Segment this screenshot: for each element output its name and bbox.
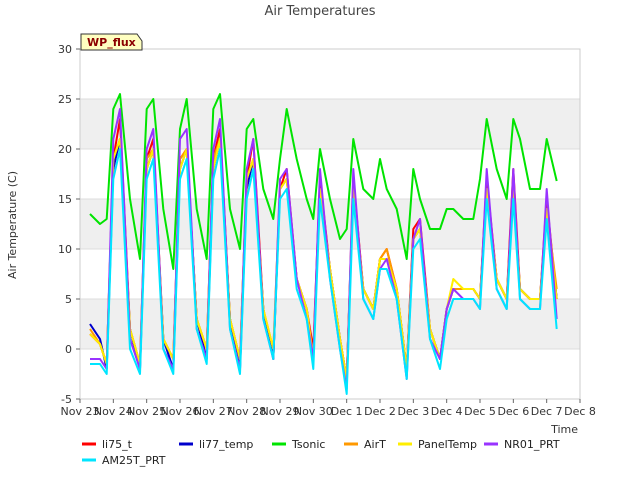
x-tick-label: Nov 25 [127,405,166,418]
plot-frame [79,48,581,400]
y-tick-label: 30 [58,43,72,56]
x-tick-label: Dec 4 [431,405,463,418]
legend-label: AirT [364,438,386,451]
x-tick-label: Dec 6 [497,405,529,418]
x-tick-label: Nov 24 [94,405,133,418]
y-tick-label: 15 [58,193,72,206]
legend-label: li77_temp [199,438,253,451]
series-line-Tsonic [89,93,558,270]
background-bands [80,99,580,349]
legend: li75_t li77_temp Tsonic AirT PanelTemp NR01_P… [82,438,560,467]
series-layer [89,93,558,395]
legend-label: Tsonic [291,438,325,451]
x-tick-label: Nov 28 [227,405,266,418]
x-tick-label: Nov 23 [61,405,100,418]
legend-label: AM25T_PRT [102,454,166,467]
x-tick-label: Nov 27 [194,405,233,418]
x-tick-label: Nov 29 [261,405,300,418]
x-tick-label: Dec 8 [564,405,596,418]
badge-label: WP_flux [87,36,136,49]
y-tick-label: 5 [65,293,72,306]
x-tick-label: Dec 5 [464,405,496,418]
series-line-AM25T_PRT [90,148,558,395]
x-axis-label: Time [550,423,578,436]
y-tick-label: -5 [61,393,72,406]
chart-title: Air Temperatures [264,4,375,19]
background-band [80,99,580,149]
y-tick-label: 0 [65,343,72,356]
y-tick-labels: -5 0 5 10 15 20 25 30 [58,43,80,406]
legend-label: li75_t [102,438,133,451]
y-axis-label: Air Temperature (C) [6,171,19,279]
y-tick-label: 20 [58,143,72,156]
x-tick-label: Nov 26 [161,405,200,418]
badge: WP_flux [80,33,143,51]
y-tick-label: 25 [58,93,72,106]
x-tick-label: Dec 1 [331,405,363,418]
x-tick-label: Nov 30 [294,405,333,418]
legend-label: NR01_PRT [504,438,560,451]
badge-box [80,33,143,51]
y-tick-label: 10 [58,243,72,256]
legend-label: PanelTemp [418,438,477,451]
x-tick-label: Dec 7 [531,405,563,418]
x-tick-label: Dec 2 [364,405,396,418]
x-tick-label: Dec 3 [397,405,429,418]
